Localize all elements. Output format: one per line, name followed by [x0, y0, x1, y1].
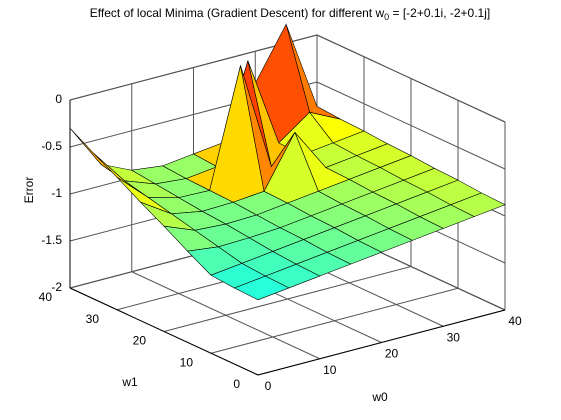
- y-axis-label: w1: [121, 375, 138, 389]
- y-tick-label: 40: [39, 290, 53, 304]
- x-tick-label: 10: [323, 363, 337, 377]
- z-tick-label: -2: [51, 280, 62, 294]
- grid-line: [316, 34, 506, 123]
- grid-line: [316, 81, 506, 170]
- y-tick-label: 30: [86, 312, 100, 326]
- z-tick-label: 0: [55, 92, 62, 106]
- title-text: = [-2+0.1i, -2+0.1j]: [389, 6, 490, 20]
- x-tick-label: 20: [385, 347, 399, 361]
- axis-line: [257, 309, 506, 376]
- x-axis-label: w0: [371, 390, 388, 404]
- y-tick-label: 20: [133, 334, 147, 348]
- y-tick-label: 10: [180, 355, 194, 369]
- x-tick-label: 30: [447, 330, 461, 344]
- y-tick-label: 0: [233, 377, 240, 391]
- z-tick-label: -0.5: [41, 139, 62, 153]
- grid-line: [210, 287, 459, 354]
- x-tick-label: 40: [508, 314, 522, 328]
- surface-cell: [233, 275, 290, 301]
- chart-title: Effect of local Minima (Gradient Descent…: [90, 6, 490, 22]
- title-text: Effect of local Minima (Gradient Descent…: [90, 6, 385, 20]
- axis-line: [69, 287, 259, 376]
- z-axis-label: Error: [22, 177, 36, 204]
- x-tick-label: 0: [265, 379, 272, 393]
- z-tick-label: -1.5: [41, 233, 62, 247]
- z-tick-label: -1: [51, 186, 62, 200]
- title-subscript: 0: [384, 12, 389, 22]
- grid-line: [163, 266, 412, 332]
